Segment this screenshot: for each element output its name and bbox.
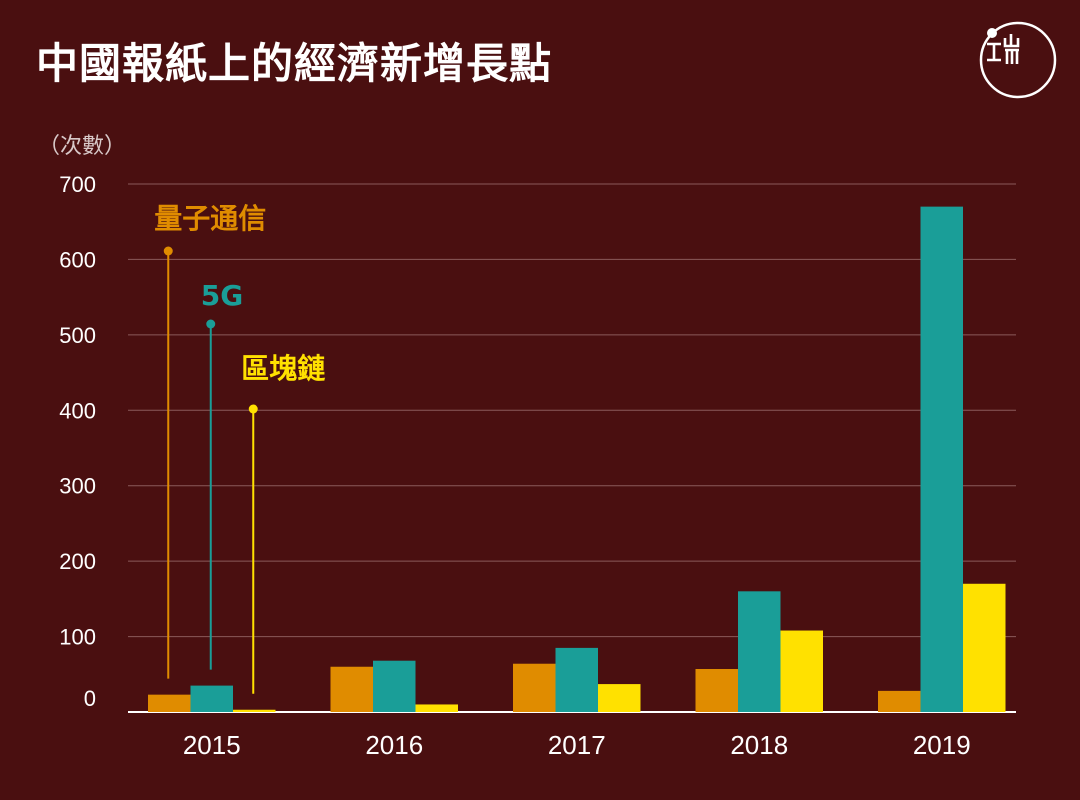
bar-2017-0 [513, 663, 556, 712]
bar-2015-0 [148, 694, 191, 712]
bar-2018-1 [738, 591, 781, 712]
x-tick-label: 2015 [183, 730, 241, 760]
bar-2017-1 [555, 647, 598, 712]
y-tick-label: 500 [59, 323, 96, 348]
bar-2018-2 [780, 630, 823, 712]
logo-icon [979, 21, 1057, 99]
bar-2015-2 [233, 709, 276, 712]
bar-2015-1 [190, 685, 233, 712]
y-tick-label: 200 [59, 549, 96, 574]
x-tick-label: 2018 [730, 730, 788, 760]
x-tick-label: 2016 [365, 730, 423, 760]
chart-title: 中國報紙上的經濟新增長點 [36, 39, 553, 88]
bar-2019-0 [878, 690, 921, 712]
y-tick-label: 700 [59, 172, 96, 197]
bar-2017-2 [598, 684, 641, 712]
y-tick-label: 100 [59, 625, 96, 650]
legend-label: 量子通信 [154, 202, 266, 235]
x-tick-label: 2017 [548, 730, 606, 760]
y-tick-label: 400 [59, 398, 96, 423]
legend-dot [206, 319, 216, 329]
legend-dot [248, 404, 258, 414]
bar-2016-1 [373, 660, 416, 712]
bar-2019-1 [920, 206, 963, 712]
bar-2019-2 [963, 583, 1006, 712]
legend-label: 區塊鏈 [241, 352, 325, 385]
legend-label: 5G [201, 279, 243, 312]
y-axis-unit-label: （次數） [38, 134, 127, 159]
bar-2018-0 [695, 669, 738, 712]
y-tick-label: 600 [59, 247, 96, 272]
bar-2016-0 [330, 666, 373, 712]
x-tick-label: 2019 [913, 730, 971, 760]
y-tick-label: 0 [84, 686, 96, 711]
y-tick-label: 300 [59, 474, 96, 499]
bar-2016-2 [415, 704, 458, 712]
legend-dot [163, 246, 173, 256]
